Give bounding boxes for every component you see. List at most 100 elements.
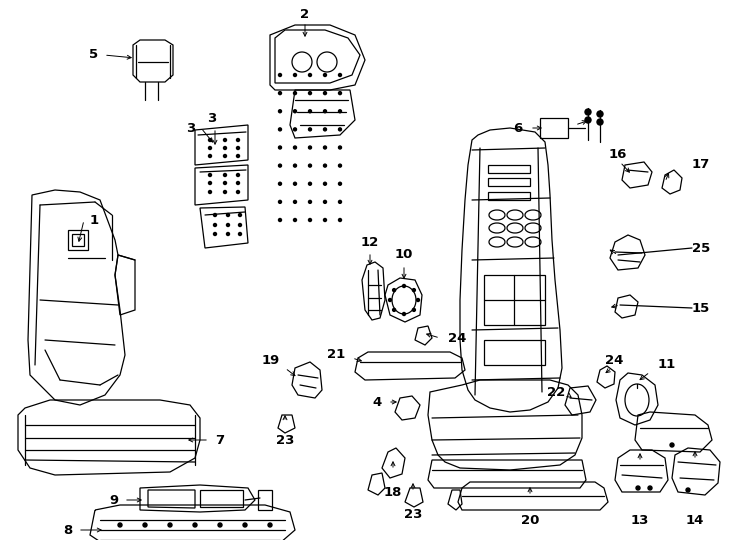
Circle shape	[393, 308, 396, 312]
Circle shape	[294, 110, 297, 113]
Circle shape	[208, 191, 211, 193]
Circle shape	[239, 213, 241, 217]
Text: 10: 10	[395, 248, 413, 261]
Circle shape	[324, 164, 327, 167]
Circle shape	[268, 523, 272, 527]
Circle shape	[308, 219, 311, 221]
Circle shape	[143, 523, 147, 527]
Circle shape	[294, 128, 297, 131]
Text: 19: 19	[262, 354, 280, 367]
Circle shape	[324, 146, 327, 149]
Circle shape	[236, 173, 239, 177]
Circle shape	[223, 191, 227, 193]
Circle shape	[324, 200, 327, 204]
Circle shape	[168, 523, 172, 527]
Circle shape	[308, 146, 311, 149]
Circle shape	[223, 146, 227, 150]
Text: 17: 17	[692, 159, 711, 172]
Text: 2: 2	[300, 8, 310, 21]
Circle shape	[278, 73, 282, 77]
Circle shape	[324, 183, 327, 185]
Circle shape	[236, 138, 239, 141]
Circle shape	[338, 146, 341, 149]
Circle shape	[278, 200, 282, 204]
Text: 13: 13	[631, 514, 649, 526]
Circle shape	[308, 200, 311, 204]
Circle shape	[278, 164, 282, 167]
Circle shape	[294, 183, 297, 185]
Circle shape	[585, 117, 591, 123]
Text: 22: 22	[547, 386, 565, 399]
Text: 12: 12	[361, 237, 379, 249]
Circle shape	[223, 181, 227, 185]
Circle shape	[193, 523, 197, 527]
Circle shape	[236, 191, 239, 193]
Circle shape	[294, 73, 297, 77]
Circle shape	[308, 73, 311, 77]
Text: 3: 3	[186, 122, 195, 134]
Circle shape	[223, 154, 227, 158]
Text: 24: 24	[605, 354, 623, 367]
Circle shape	[236, 154, 239, 158]
Circle shape	[294, 146, 297, 149]
Circle shape	[338, 183, 341, 185]
Circle shape	[338, 128, 341, 131]
Text: 23: 23	[276, 434, 294, 447]
Text: 3: 3	[208, 111, 217, 125]
Circle shape	[324, 110, 327, 113]
Circle shape	[294, 200, 297, 204]
Circle shape	[208, 138, 211, 141]
Circle shape	[324, 128, 327, 131]
Circle shape	[278, 110, 282, 113]
Text: 6: 6	[513, 122, 522, 134]
Circle shape	[214, 213, 217, 217]
Text: 14: 14	[686, 514, 704, 526]
Circle shape	[208, 154, 211, 158]
Circle shape	[214, 224, 217, 226]
Text: 15: 15	[692, 301, 711, 314]
Circle shape	[324, 219, 327, 221]
Circle shape	[338, 219, 341, 221]
Circle shape	[308, 92, 311, 94]
Text: 9: 9	[109, 494, 118, 507]
Text: 24: 24	[448, 332, 466, 345]
Circle shape	[585, 109, 591, 115]
Text: 5: 5	[89, 49, 98, 62]
Circle shape	[227, 213, 230, 217]
Text: 4: 4	[373, 395, 382, 408]
Circle shape	[308, 164, 311, 167]
Circle shape	[648, 486, 652, 490]
Circle shape	[294, 164, 297, 167]
Circle shape	[416, 299, 420, 301]
Circle shape	[294, 219, 297, 221]
Circle shape	[686, 488, 690, 492]
Circle shape	[208, 173, 211, 177]
Circle shape	[223, 138, 227, 141]
Circle shape	[239, 233, 241, 235]
Circle shape	[278, 92, 282, 94]
Circle shape	[402, 285, 405, 287]
Circle shape	[597, 111, 603, 117]
Text: 1: 1	[90, 213, 99, 226]
Circle shape	[308, 110, 311, 113]
Circle shape	[338, 164, 341, 167]
Circle shape	[214, 233, 217, 235]
Circle shape	[236, 146, 239, 150]
Text: 21: 21	[327, 348, 345, 361]
Circle shape	[402, 313, 405, 315]
Circle shape	[208, 146, 211, 150]
Circle shape	[278, 128, 282, 131]
Circle shape	[236, 181, 239, 185]
Circle shape	[670, 443, 674, 447]
Text: 18: 18	[384, 485, 402, 498]
Circle shape	[324, 73, 327, 77]
Text: 8: 8	[62, 523, 72, 537]
Circle shape	[413, 288, 415, 292]
Circle shape	[324, 92, 327, 94]
Circle shape	[208, 181, 211, 185]
Circle shape	[278, 183, 282, 185]
Circle shape	[393, 288, 396, 292]
Circle shape	[278, 219, 282, 221]
Text: 23: 23	[404, 509, 422, 522]
Circle shape	[239, 224, 241, 226]
